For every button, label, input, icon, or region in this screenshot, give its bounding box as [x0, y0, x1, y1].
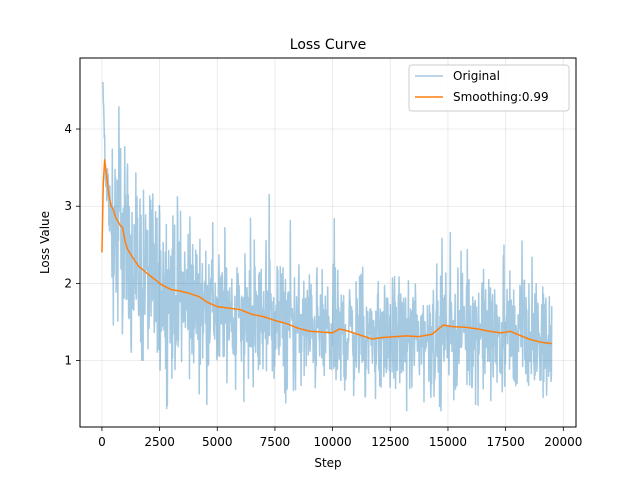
series-smoothing-line	[101, 159, 552, 345]
x-tick-label: 5000	[202, 435, 233, 449]
plot-frame	[79, 57, 577, 428]
x-tick-label: 20000	[544, 435, 582, 449]
chart-title: Loss Curve	[290, 37, 366, 53]
legend-label-smoothing: Smoothing:0.99	[453, 90, 549, 104]
x-tick-label: 7500	[260, 435, 291, 449]
y-tick-label: 4	[64, 122, 72, 136]
series-original-line	[101, 81, 553, 412]
x-tick-label: 17500	[487, 435, 525, 449]
x-tick-label: 12500	[371, 435, 409, 449]
x-tick-label: 2500	[144, 435, 175, 449]
legend-box	[408, 64, 570, 112]
legend-label-original: Original	[453, 69, 500, 83]
grid	[80, 58, 576, 427]
y-tick-label: 3	[64, 199, 72, 213]
y-axis-label: Loss Value	[38, 211, 52, 274]
legend: Original Smoothing:0.99	[408, 64, 570, 112]
y-tick-label: 2	[64, 276, 72, 290]
x-axis-label: Step	[314, 456, 341, 470]
x-tick-label: 10000	[314, 435, 352, 449]
x-tick-label: 0	[98, 435, 106, 449]
y-tick-label: 1	[64, 354, 72, 368]
axis-ticks: 0 2500 5000 7500 10000 12500 15000 17500 20000 1 2…	[64, 122, 582, 449]
plot-area	[101, 81, 553, 412]
x-tick-label: 15000	[429, 435, 467, 449]
